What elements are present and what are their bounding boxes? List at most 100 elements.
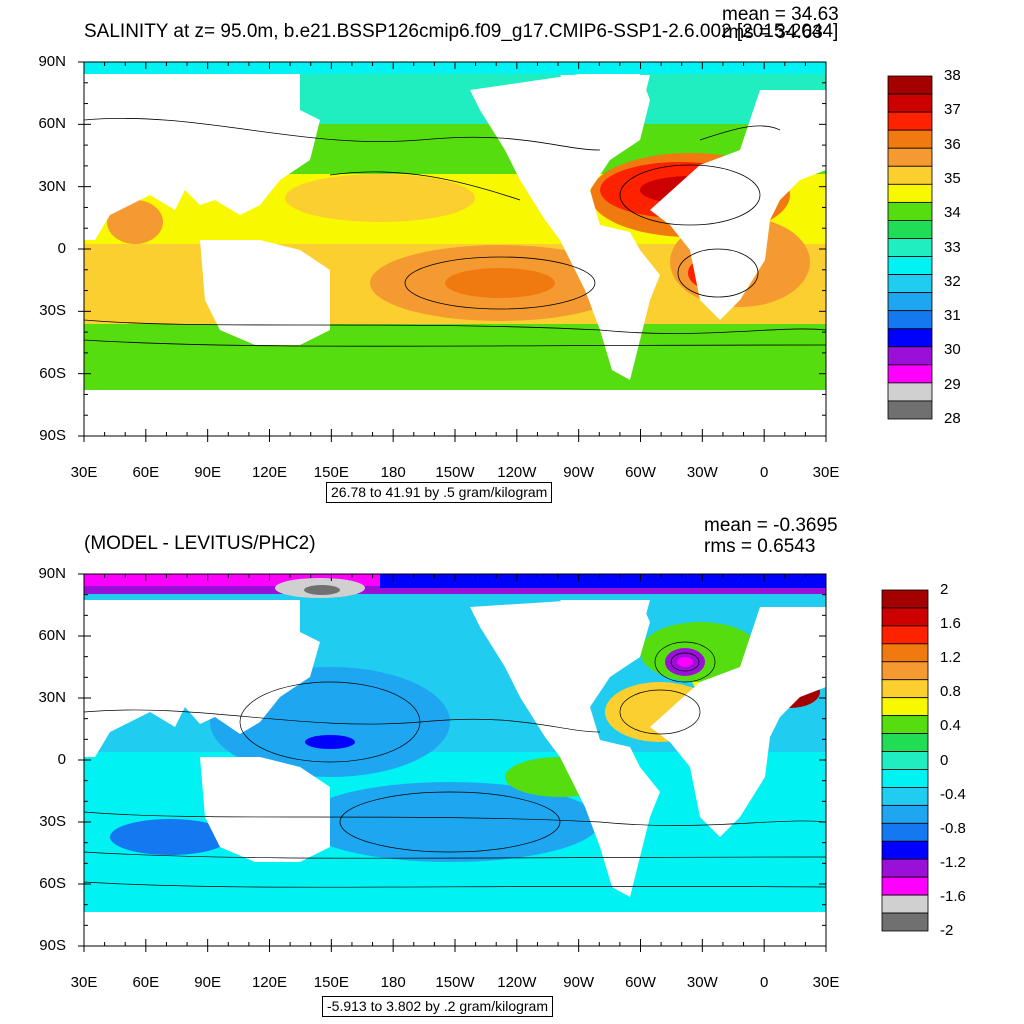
x-tick-label: 60W (625, 974, 656, 991)
colorbar-label: 0.8 (940, 683, 961, 701)
y-tick-label: 30S (39, 302, 66, 320)
salinity-panel: SALINITY at z= 95.0m, b.e21.BSSP126cmip6… (38, 4, 961, 504)
x-tick-label: 60W (625, 464, 656, 481)
contour-lines (84, 641, 826, 888)
colorbar-box (887, 75, 933, 95)
range-label: 26.78 to 41.91 by .5 gram/kilogram (326, 482, 553, 504)
colorbar-box (881, 733, 929, 752)
x-tick-label: 150W (435, 974, 475, 991)
x-tick-label: 30E (812, 464, 840, 481)
rms-stat: rms = 34.63 (722, 22, 823, 43)
x-tick-label: 180 (380, 974, 406, 991)
colorbar-box (887, 364, 933, 384)
colorbar-box (881, 840, 929, 860)
contour-lines (84, 117, 826, 347)
mean-stat: mean = 34.63 (722, 4, 839, 25)
colorbar (881, 589, 929, 932)
y-tick-label: 60N (38, 115, 66, 133)
x-tick-label: 120W (497, 974, 537, 991)
colorbar-box (887, 220, 933, 239)
colorbar-label: -1.2 (940, 853, 966, 871)
y-tick-label: 60S (39, 364, 66, 382)
colorbar-box (881, 787, 929, 806)
axis-ticks (78, 573, 827, 952)
colorbar-box (887, 165, 933, 185)
colorbar-label: 1.6 (940, 615, 961, 633)
x-tick-label: 60E (132, 464, 160, 481)
x-tick-label: 150W (435, 464, 475, 481)
colorbar-box (887, 328, 933, 348)
chart-title: (MODEL - LEVITUS/PHC2) (84, 533, 316, 554)
rms-stat: rms = 0.6543 (704, 536, 816, 557)
colorbar-box (887, 346, 933, 366)
y-tick-label: 90S (39, 427, 66, 444)
x-tick-label: 30W (686, 464, 718, 481)
colorbar-label: 1.2 (940, 649, 961, 667)
colorbar (887, 75, 933, 420)
x-tick-label: 90W (563, 464, 595, 481)
colorbar-box (887, 111, 933, 131)
colorbar-box (881, 607, 929, 627)
colorbar-box (881, 625, 929, 645)
x-tick-label: 120E (251, 464, 288, 481)
range-label: -5.913 to 3.802 by .2 gram/kilogram (322, 996, 554, 1018)
salinity-map (78, 61, 933, 442)
colorbar-box (881, 804, 929, 824)
colorbar-label: 34 (944, 204, 961, 222)
colorbar-box (881, 589, 929, 609)
difference-panel: (MODEL - LEVITUS/PHC2) mean = -0.3695 rm… (0, 512, 1024, 1024)
x-tick-label: 30W (686, 974, 718, 991)
x-tick-label: 90E (194, 464, 221, 481)
colorbar-box (887, 310, 933, 330)
y-tick-label: 90N (38, 53, 66, 70)
colorbar-box (887, 292, 933, 312)
difference-map (78, 573, 929, 952)
land-mask (84, 74, 826, 436)
x-tick-label: 90E (194, 974, 221, 991)
colorbar-label: 33 (944, 238, 961, 256)
colorbar-box (887, 201, 933, 221)
x-tick-label: 150E (313, 974, 349, 991)
colorbar-label: 31 (944, 307, 961, 325)
colorbar-box (881, 697, 929, 717)
y-tick-label: 90S (39, 937, 66, 954)
difference-field (84, 574, 826, 946)
colorbar-box (887, 129, 933, 149)
colorbar-label: 2 (940, 581, 949, 598)
colorbar-box (887, 400, 933, 420)
colorbar-label: 32 (944, 272, 961, 290)
x-tick-label: 0 (759, 464, 769, 481)
colorbar-label: -0.4 (940, 785, 966, 803)
x-tick-label: 30E (812, 974, 840, 991)
colorbar-box (887, 382, 933, 402)
y-tick-label: 0 (57, 751, 66, 768)
y-tick-label: 60N (38, 627, 66, 644)
colorbar-box (881, 769, 929, 788)
colorbar-box (881, 822, 929, 842)
y-tick-label: 30N (38, 689, 66, 706)
salinity-field (84, 62, 826, 436)
colorbar-label: 30 (944, 341, 961, 359)
x-tick-label: 120E (251, 974, 288, 991)
colorbar-box (881, 858, 929, 878)
colorbar-label: -2 (940, 922, 954, 939)
colorbar-label: -1.6 (940, 887, 966, 905)
mean-stat: mean = -0.3695 (704, 515, 838, 536)
colorbar-label: -0.8 (940, 819, 966, 837)
x-tick-label: 90W (563, 974, 595, 991)
colorbar-box (881, 751, 929, 770)
chart-title: SALINITY at z= 95.0m, b.e21.BSSP126cmip6… (84, 21, 839, 42)
land-mask (84, 600, 826, 946)
colorbar-box (887, 238, 933, 257)
colorbar-box (881, 894, 929, 914)
colorbar-box (881, 643, 929, 663)
x-tick-label: 120W (497, 464, 537, 481)
colorbar-box (887, 93, 933, 113)
y-tick-label: 60S (39, 875, 66, 892)
colorbar-label: 36 (944, 135, 961, 153)
y-tick-label: 30S (39, 813, 66, 830)
colorbar-box (881, 912, 929, 932)
x-tick-label: 30E (70, 974, 98, 991)
colorbar-box (887, 147, 933, 167)
colorbar-box (887, 256, 933, 275)
